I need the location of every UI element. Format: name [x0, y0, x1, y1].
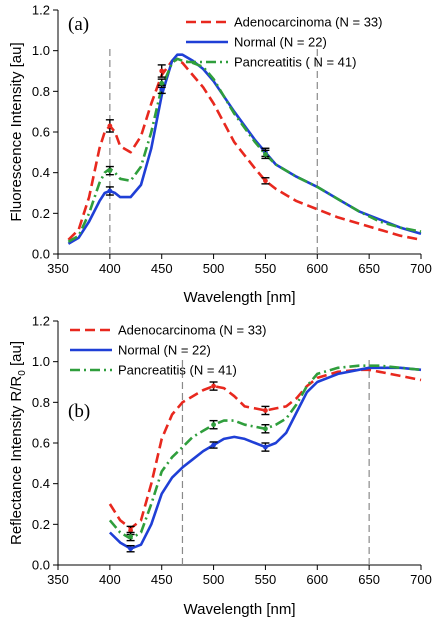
panel-label: (a) — [68, 14, 89, 35]
series-line-1 — [67, 53, 422, 245]
x-tick-label: 550 — [255, 572, 277, 587]
y-axis-label-unit: [au] — [8, 341, 25, 370]
x-axis-label: Wavelength [nm] — [184, 601, 296, 618]
y-tick-label: 0.0 — [32, 558, 50, 573]
y-tick-label: 1.2 — [32, 3, 50, 18]
y-tick-label: 0.6 — [32, 436, 50, 451]
x-tick-label: 650 — [358, 572, 380, 587]
y-axis-label-subscript: 0 — [17, 370, 28, 376]
error-bar-point — [211, 383, 216, 389]
x-tick-label: 400 — [99, 261, 121, 276]
y-tick-label: 0.8 — [32, 84, 50, 99]
x-tick-label: 450 — [151, 572, 173, 587]
error-bar-point — [263, 444, 268, 450]
error-bar-point — [159, 68, 165, 74]
series-line-0 — [67, 58, 422, 242]
error-bar-point — [128, 534, 134, 539]
x-tick-label: 500 — [203, 261, 225, 276]
error-bar-point — [159, 80, 165, 86]
panel-fluorescence-chart: 350 400 450 500 550 600 650 700 0.0 0.2 0.4 0.6 0.8 1… — [8, 3, 432, 307]
x-tick-label: 700 — [410, 572, 432, 587]
error-bar-point — [107, 168, 113, 174]
error-bar-point — [159, 86, 165, 92]
panel-reflectance-chart: 350 400 450 500 550 600 650 700 0.0 0.2 0.4 0.6 0.8 1… — [8, 314, 432, 619]
y-tick-label: 0.0 — [32, 247, 50, 262]
error-bar-point — [211, 422, 216, 428]
y-tick-label: 1.0 — [32, 43, 50, 58]
y-tick-label: 0.6 — [32, 125, 50, 140]
x-tick-label: 400 — [99, 572, 121, 587]
error-bar-point — [263, 151, 268, 157]
x-tick-label: 350 — [47, 261, 69, 276]
legend-label: Normal (N = 22) — [234, 35, 327, 50]
x-tick-label: 700 — [410, 261, 432, 276]
y-tick-label: 1.0 — [32, 354, 50, 369]
error-bar-point — [107, 188, 113, 194]
x-tick-label: 600 — [306, 261, 328, 276]
y-axis-label: Fluorescence Intensity [au] — [8, 42, 25, 221]
error-bar-point — [128, 546, 134, 552]
y-axis-label-main: Reflectance Intensity R/R — [8, 376, 25, 545]
y-tick-label: 1.2 — [32, 314, 50, 329]
panel-label: (b) — [68, 401, 90, 422]
y-axis-label: Reflectance Intensity R/R0 [au] — [8, 341, 28, 545]
x-tick-label: 550 — [255, 261, 277, 276]
error-bar-point — [263, 408, 268, 413]
error-bar-point — [211, 442, 216, 448]
y-tick-label: 0.2 — [32, 206, 50, 221]
x-tick-label: 350 — [47, 572, 69, 587]
x-axis-label: Wavelength [nm] — [184, 289, 296, 306]
error-bar-point — [263, 178, 268, 184]
x-tick-label: 450 — [151, 261, 173, 276]
y-tick-label: 0.4 — [32, 165, 50, 180]
error-bar-point — [263, 426, 268, 432]
legend-label: Pancreatitis (N = 41) — [118, 363, 237, 378]
y-tick-label: 0.8 — [32, 395, 50, 410]
y-tick-label: 0.4 — [32, 476, 50, 491]
error-bar-point — [107, 123, 113, 129]
legend-label: Adenocarcinoma (N = 33) — [234, 15, 383, 30]
legend-label: Pancreatitis ( N = 41) — [234, 55, 356, 70]
x-tick-label: 500 — [203, 572, 225, 587]
legend-label: Normal (N = 22) — [118, 343, 211, 358]
x-tick-label: 650 — [358, 261, 380, 276]
series-line-2 — [108, 364, 422, 540]
error-bar-point — [128, 528, 134, 533]
y-tick-label: 0.2 — [32, 517, 50, 532]
x-tick-label: 600 — [306, 572, 328, 587]
series-line-1 — [108, 366, 422, 551]
legend-label: Adenocarcinoma (N = 33) — [118, 323, 267, 338]
